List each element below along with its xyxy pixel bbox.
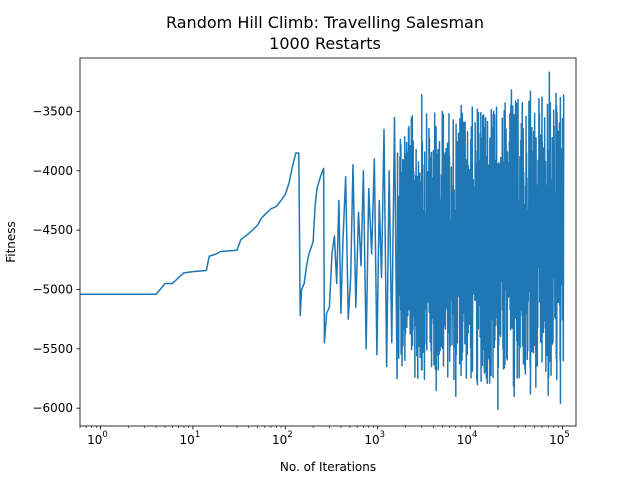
x-axis: 100 101 102 103 104 105	[79, 426, 570, 447]
x-axis-label: No. of Iterations	[280, 460, 376, 474]
y-axis-label: Fitness	[4, 221, 18, 263]
y-tick-label: −3500	[32, 104, 73, 118]
plot-frame	[79, 57, 577, 427]
y-axis: −3500 −4000 −4500 −5000 −5500 −6000	[32, 104, 80, 415]
x-tick-label: 102	[272, 430, 293, 447]
y-tick-label: −4500	[32, 223, 73, 237]
series-line-fitness	[80, 71, 565, 411]
x-tick-label: 100	[87, 430, 108, 447]
y-tick-label: −5000	[32, 282, 73, 296]
x-tick-label: 105	[549, 430, 570, 447]
x-tick-label: 104	[457, 430, 478, 447]
chart-title: Random Hill Climb: Travelling Salesman	[166, 13, 484, 32]
y-tick-label: −6000	[32, 401, 73, 415]
chart-subtitle: 1000 Restarts	[269, 34, 381, 53]
y-tick-label: −4000	[32, 164, 73, 178]
y-tick-label: −5500	[32, 342, 73, 356]
plot-area	[80, 71, 565, 411]
x-tick-label: 103	[364, 430, 385, 447]
x-tick-label: 101	[180, 430, 201, 447]
